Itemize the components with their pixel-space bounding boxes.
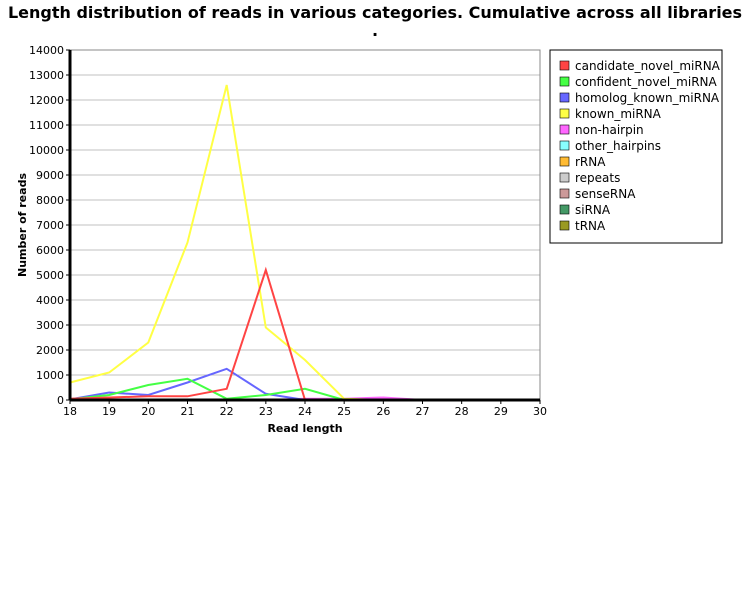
legend-swatch [559, 76, 570, 87]
legend-swatch [559, 60, 570, 71]
legend-label: non-hairpin [575, 123, 644, 137]
x-tick-label: 26 [376, 405, 390, 418]
legend-swatch [559, 92, 570, 103]
series-lines [69, 84, 540, 401]
legend-swatch [559, 124, 570, 135]
y-tick-label: 0 [57, 394, 64, 407]
x-tick-label: 18 [63, 405, 77, 418]
x-tick-label: 22 [220, 405, 234, 418]
legend-label: other_hairpins [575, 139, 661, 153]
grid-lines [70, 49, 540, 376]
y-tick-label: 3000 [36, 319, 64, 332]
y-tick-label: 9000 [36, 169, 64, 182]
x-tick-label: 20 [141, 405, 155, 418]
y-tick-label: 1000 [36, 369, 64, 382]
series-line-candidate_novel_miRNA [69, 266, 540, 401]
y-tick-label: 12000 [29, 94, 64, 107]
legend-label: rRNA [575, 155, 606, 169]
y-tick-label: 11000 [29, 119, 64, 132]
legend-swatch [559, 204, 570, 215]
y-tick-label: 14000 [29, 44, 64, 57]
y-tick-label: 4000 [36, 294, 64, 307]
legend-label: confident_novel_miRNA [575, 75, 718, 89]
legend-label: candidate_novel_miRNA [575, 59, 721, 73]
series-line-homolog_known_miRNA [69, 367, 540, 401]
legend-swatch [559, 172, 570, 183]
y-tick-label: 10000 [29, 144, 64, 157]
x-tick-label: 25 [337, 405, 351, 418]
y-axis-title: Number of reads [16, 173, 29, 277]
chart-subtitle: . [372, 21, 378, 40]
x-tick-label: 29 [494, 405, 508, 418]
x-tick-label: 28 [455, 405, 469, 418]
y-axis-ticks: 0 1000 2000 3000 4000 5000 6000 7000 8000 9000 100… [29, 44, 70, 407]
x-tick-label: 30 [533, 405, 547, 418]
y-tick-label: 8000 [36, 194, 64, 207]
legend-entries: candidate_novel_miRNA confident_novel_miR… [559, 59, 721, 233]
legend-swatch [559, 220, 570, 231]
legend-label: repeats [575, 171, 620, 185]
legend-label: homolog_known_miRNA [575, 91, 720, 105]
x-axis-title: Read length [267, 422, 342, 435]
legend-swatch [559, 156, 570, 167]
legend-swatch [559, 140, 570, 151]
legend-label: tRNA [575, 219, 606, 233]
legend-swatch [559, 188, 570, 199]
x-tick-label: 21 [181, 405, 195, 418]
y-tick-label: 13000 [29, 69, 64, 82]
legend-swatch [559, 108, 570, 119]
x-tick-label: 19 [102, 405, 116, 418]
x-axis-ticks: 18 19 20 21 22 23 24 25 26 27 28 29 30 [63, 400, 547, 418]
y-tick-label: 6000 [36, 244, 64, 257]
x-tick-label: 23 [259, 405, 273, 418]
legend-label: senseRNA [575, 187, 636, 201]
legend [549, 49, 723, 244]
chart-title: Length distribution of reads in various … [8, 3, 742, 22]
y-tick-label: 5000 [36, 269, 64, 282]
y-tick-label: 2000 [36, 344, 64, 357]
x-tick-label: 27 [416, 405, 430, 418]
legend-label: siRNA [575, 203, 611, 217]
series-line-known_miRNA [69, 84, 540, 401]
x-tick-label: 24 [298, 405, 312, 418]
y-tick-label: 7000 [36, 219, 64, 232]
legend-label: known_miRNA [575, 107, 662, 121]
